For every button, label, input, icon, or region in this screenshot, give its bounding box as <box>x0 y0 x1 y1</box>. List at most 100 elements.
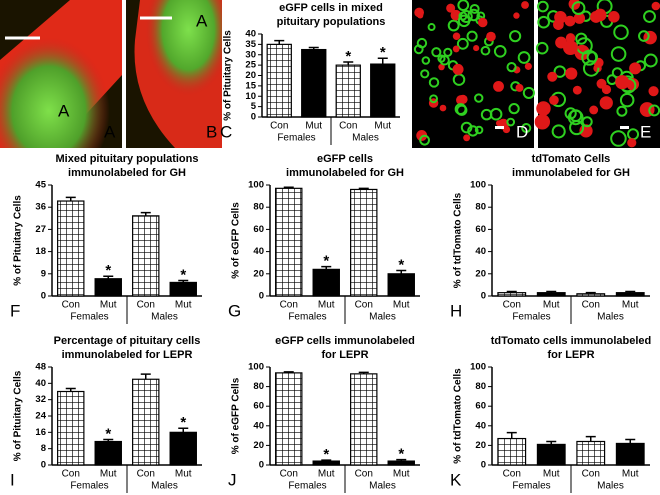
cell <box>517 51 531 64</box>
x-tick-label: Con <box>355 300 373 311</box>
panel-label: K <box>450 470 462 489</box>
cell <box>551 124 566 139</box>
cell <box>648 86 659 97</box>
cell <box>458 11 468 21</box>
error-bar <box>358 187 369 190</box>
significance-mark: * <box>398 256 404 273</box>
cell <box>638 30 650 42</box>
cell <box>565 33 576 43</box>
bar <box>497 292 527 297</box>
bar <box>132 378 160 466</box>
cell <box>581 116 593 128</box>
cell <box>438 63 445 71</box>
error-bar <box>308 46 319 50</box>
chart-title: for LEPR <box>321 349 368 361</box>
cell <box>420 69 430 79</box>
inset-label: A <box>58 101 70 120</box>
cell <box>439 104 447 112</box>
panel-label: E <box>640 122 651 141</box>
panel-label: A <box>104 122 116 141</box>
cell <box>553 65 567 78</box>
cell <box>437 54 446 63</box>
cell <box>480 45 491 56</box>
y-tick-label: 20 <box>475 440 486 451</box>
significance-mark: * <box>105 425 111 442</box>
x-tick-label: Mut <box>175 300 192 311</box>
chart-title: Percentage of pituitary cells <box>54 335 201 347</box>
bar <box>615 292 645 297</box>
cell <box>452 63 464 75</box>
cell <box>535 41 549 55</box>
y-tick-label: 0 <box>481 460 486 471</box>
cell <box>522 86 535 99</box>
y-axis-label: % of tdTomato Cells <box>453 192 464 288</box>
y-tick-label: 30 <box>245 49 256 60</box>
bar <box>576 293 606 297</box>
cell <box>567 109 584 126</box>
cell <box>610 130 627 147</box>
chart-title: eGFP cells immunolabeled <box>275 335 415 347</box>
cell <box>416 37 428 49</box>
y-tick-label: 0 <box>481 291 486 302</box>
significance-mark: * <box>398 446 404 463</box>
cell <box>615 75 630 90</box>
significance-mark: * <box>180 266 186 283</box>
error-bar <box>506 290 517 293</box>
group-label: Females <box>70 312 108 323</box>
bar <box>94 278 122 297</box>
error-bar <box>274 39 285 45</box>
group-label: Females <box>512 312 550 323</box>
y-tick-label: 18 <box>35 246 46 257</box>
micrograph <box>534 0 660 148</box>
error-bar <box>625 290 636 293</box>
y-tick-label: 40 <box>475 420 486 431</box>
cell <box>473 45 480 52</box>
y-tick-label: 24 <box>35 411 46 422</box>
cell <box>509 30 522 43</box>
error-bar <box>358 371 369 374</box>
y-tick-label: 100 <box>248 180 264 191</box>
group-label: Females <box>512 481 550 492</box>
cell <box>599 96 613 110</box>
cell <box>467 125 479 137</box>
x-tick-label: Mut <box>100 469 117 480</box>
y-tick-label: 25 <box>245 60 256 71</box>
y-tick-label: 20 <box>253 440 264 451</box>
x-tick-label: Con <box>355 469 373 480</box>
significance-mark: * <box>345 48 351 65</box>
y-tick-label: 60 <box>475 401 486 412</box>
x-tick-label: Mut <box>318 300 335 311</box>
chart-title: immunolabeled for GH <box>68 167 186 179</box>
cell <box>537 0 549 13</box>
bar <box>350 373 378 466</box>
y-tick-label: 10 <box>245 91 256 102</box>
cell <box>593 8 607 22</box>
chart-title: immunolabeled for LEPR <box>62 349 193 361</box>
micrograph <box>412 0 535 148</box>
significance-mark: * <box>323 446 329 463</box>
y-tick-label: 20 <box>475 268 486 279</box>
cell <box>564 15 576 27</box>
cell <box>474 125 484 135</box>
bar <box>57 200 85 297</box>
y-tick-label: 9 <box>41 268 46 279</box>
chart-title: tdTomato cells immunolabeled <box>491 335 652 347</box>
error-bar <box>321 265 332 270</box>
cell <box>428 77 440 88</box>
x-tick-label: Con <box>582 469 600 480</box>
panel-label: J <box>228 470 237 489</box>
cell <box>493 44 507 58</box>
y-tick-label: 27 <box>35 224 46 235</box>
x-tick-label: Mut <box>543 300 560 311</box>
cell <box>610 46 627 62</box>
group-label: Males <box>151 481 178 492</box>
error-bar <box>178 427 189 433</box>
bar <box>132 215 160 297</box>
cell <box>627 138 637 148</box>
error-bar <box>140 211 151 216</box>
x-tick-label: Mut <box>622 300 639 311</box>
bar <box>266 43 292 118</box>
y-tick-label: 48 <box>35 362 46 373</box>
error-bar <box>140 373 151 380</box>
x-tick-label: Con <box>280 469 298 480</box>
